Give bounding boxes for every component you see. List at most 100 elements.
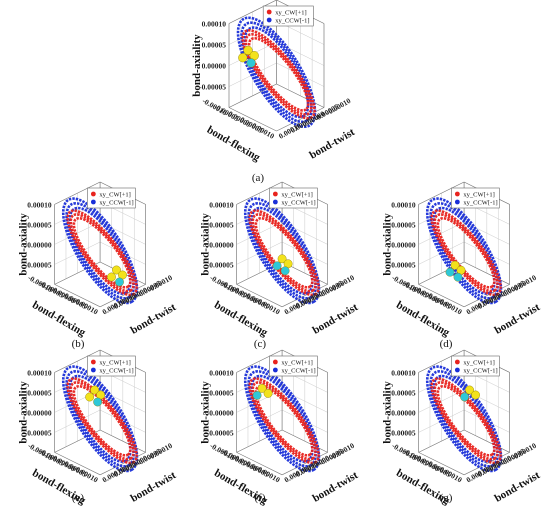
marker-cyan xyxy=(115,277,124,287)
series-cw-loop xyxy=(430,377,502,465)
marker-cyan xyxy=(460,392,469,402)
z-tick-label: 0.00005 xyxy=(202,41,227,50)
legend-marker xyxy=(90,199,96,205)
marker-cyan xyxy=(453,272,463,282)
marker-cyan xyxy=(445,267,455,277)
legend-marker xyxy=(90,359,96,365)
z-tick-label: -0.00005 xyxy=(389,428,416,437)
legend-marker xyxy=(90,367,96,373)
legend: xy_CW[+1]xy_CCW[-1] xyxy=(87,187,136,209)
marker-cyan xyxy=(93,397,103,407)
series-cw-loop xyxy=(248,377,320,465)
series-ccw-loop xyxy=(236,16,317,129)
legend: xy_CW[+1]xy_CCW[-1] xyxy=(87,355,136,377)
legend-label: xy_CCW[-1] xyxy=(281,199,315,206)
z-tick-label: 0.00000 xyxy=(27,240,52,249)
legend-label: xy_CW[+1] xyxy=(463,191,494,198)
series-ccw-loop xyxy=(425,365,503,473)
legend-marker xyxy=(272,199,278,205)
series-cw-loop xyxy=(248,209,320,297)
marker-cyan xyxy=(246,58,256,68)
series-ccw-loop xyxy=(61,365,139,473)
marker-yellow xyxy=(257,384,267,393)
z-tick-label: -0.00005 xyxy=(25,428,52,437)
z-tick-label: 0.00005 xyxy=(209,220,234,229)
legend-marker xyxy=(266,17,272,23)
chart-3d: -0.000050.000000.000050.00010-0.00010-0.… xyxy=(382,181,543,339)
legend-label: xy_CCW[-1] xyxy=(463,367,497,374)
marker-cyan xyxy=(280,266,290,276)
marker-yellow xyxy=(277,254,287,264)
z-axis-title: bond-axiality xyxy=(382,381,394,444)
x-axis-title: bond-twist xyxy=(493,301,543,337)
z-tick-label: 0.00005 xyxy=(391,388,416,397)
marker-yellow xyxy=(112,265,121,275)
legend-label: xy_CW[+1] xyxy=(281,191,312,198)
z-tick-label: 0.00005 xyxy=(209,388,234,397)
z-axis-title: bond-axiality xyxy=(200,381,212,444)
legend: xy_CW[+1]xy_CCW[-1] xyxy=(262,5,314,27)
panel-caption: (d) xyxy=(439,338,453,350)
z-tick-label: 0.00010 xyxy=(202,20,227,29)
z-tick-label: 0.00000 xyxy=(209,240,234,249)
series-cw-loop xyxy=(66,377,138,465)
legend: xy_CW[+1]xy_CCW[-1] xyxy=(451,355,500,377)
marker-yellow xyxy=(450,260,460,270)
legend-label: xy_CCW[-1] xyxy=(99,199,133,206)
z-tick-label: -0.00005 xyxy=(207,428,234,437)
legend-marker xyxy=(272,191,278,197)
legend-marker xyxy=(272,359,278,365)
marker-cyan xyxy=(272,261,282,271)
marker-yellow xyxy=(465,385,474,395)
panel-caption: (c) xyxy=(253,338,267,350)
marker-yellow xyxy=(471,390,480,400)
x-axis-title: bond-twist xyxy=(493,469,543,505)
marker-yellow xyxy=(107,272,116,282)
z-axis-title: bond-axiality xyxy=(191,34,203,97)
panel-caption: (a) xyxy=(251,172,265,184)
legend-label: xy_CCW[-1] xyxy=(99,367,133,374)
marker-yellow xyxy=(263,389,273,398)
x-axis-title: bond-twist xyxy=(311,301,361,337)
series-ccw-loop xyxy=(243,365,321,473)
z-axis-title: bond-axiality xyxy=(200,213,212,276)
legend-label: xy_CCW[-1] xyxy=(463,199,497,206)
z-axis-title: bond-axiality xyxy=(18,381,30,444)
panel-c: -0.00005 0.00000 0.00005 0.00010 -0.00010 -0.… xyxy=(182,181,364,342)
marker-yellow xyxy=(243,45,253,55)
z-tick-label: 0.00010 xyxy=(209,368,234,377)
z-tick-label: -0.00005 xyxy=(389,260,416,269)
legend-label: xy_CCW[-1] xyxy=(281,367,315,374)
chart-3d: -0.000050.000000.000050.00010-0.00010-0.… xyxy=(382,349,543,507)
z-tick-label: -0.00005 xyxy=(199,83,226,92)
legend-label: xy_CW[+1] xyxy=(463,359,494,366)
x-axis-title: bond-twist xyxy=(311,469,361,505)
chart-3d: -0.000050.000000.000050.00010-0.00010-0.… xyxy=(191,0,357,164)
panel-caption: (f) xyxy=(254,492,266,504)
z-tick-label: 0.00000 xyxy=(391,240,416,249)
panel-a: -0.00005 0.00000 0.00005 0.00010 -0.00010 -0.… xyxy=(172,0,362,168)
z-axis-title: bond-axiality xyxy=(18,213,30,276)
legend-marker xyxy=(454,199,460,205)
legend-marker xyxy=(266,9,272,15)
legend-marker xyxy=(454,359,460,365)
z-tick-label: 0.00000 xyxy=(391,408,416,417)
marker-yellow xyxy=(85,392,95,402)
z-tick-label: -0.00005 xyxy=(207,260,234,269)
legend-marker xyxy=(90,191,96,197)
panel-d: -0.00005 0.00000 0.00005 0.00010 -0.00010 -0.… xyxy=(364,181,546,342)
marker-yellow xyxy=(90,385,100,395)
panel-caption: (g) xyxy=(439,492,453,504)
panel-b: -0.00005 0.00000 0.00005 0.00010 -0.00010 -0.… xyxy=(0,181,182,342)
z-tick-label: 0.00000 xyxy=(202,62,227,71)
legend-label: xy_CW[+1] xyxy=(281,359,312,366)
legend-label: xy_CW[+1] xyxy=(99,191,130,198)
panel-caption: (e) xyxy=(71,492,85,504)
panel-e: -0.00005 0.00000 0.00005 0.00010 -0.00010 -0.… xyxy=(0,349,182,510)
z-tick-label: 0.00010 xyxy=(27,368,52,377)
legend-marker xyxy=(454,367,460,373)
x-axis-title: bond-twist xyxy=(307,126,357,162)
z-axis-title: bond-axiality xyxy=(382,213,394,276)
z-tick-label: -0.00005 xyxy=(25,260,52,269)
legend: xy_CW[+1]xy_CCW[-1] xyxy=(269,187,318,209)
